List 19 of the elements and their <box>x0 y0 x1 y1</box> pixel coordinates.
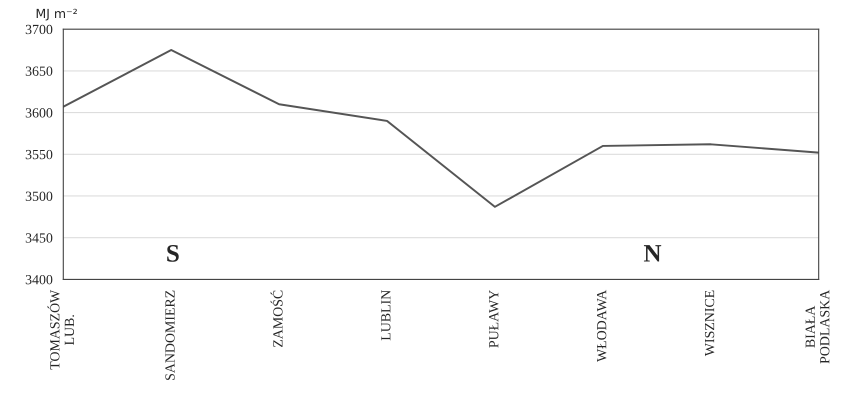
y-tick-label: 3600 <box>26 108 52 118</box>
x-tick-label: WŁODAWA <box>597 290 606 362</box>
x-tick-label: SANDOMIERZ <box>165 290 175 380</box>
annotation: S <box>167 245 179 262</box>
x-tick-label: ZAMOŚĆ <box>270 290 283 348</box>
y-tick-label: 3550 <box>26 150 52 160</box>
x-tick-label: WISZNICE <box>704 290 714 356</box>
y-tick-label: 3700 <box>26 24 52 34</box>
x-tick-label: BIAŁA PODLASKA <box>806 290 830 364</box>
y-axis-title: MJ m⁻² <box>36 8 77 21</box>
y-tick-label: 3500 <box>26 192 52 201</box>
x-tick-label: LUBLIN <box>381 290 391 340</box>
y-tick-label: 3450 <box>26 233 52 243</box>
annotation: N <box>644 245 662 262</box>
line-series <box>63 49 819 208</box>
y-tick-label: 3650 <box>26 66 52 76</box>
x-tick-label: PUŁAWY <box>489 290 498 348</box>
x-tick-label: TOMASZÓW LUB. <box>48 290 74 370</box>
y-tick-label: 3400 <box>26 274 52 284</box>
